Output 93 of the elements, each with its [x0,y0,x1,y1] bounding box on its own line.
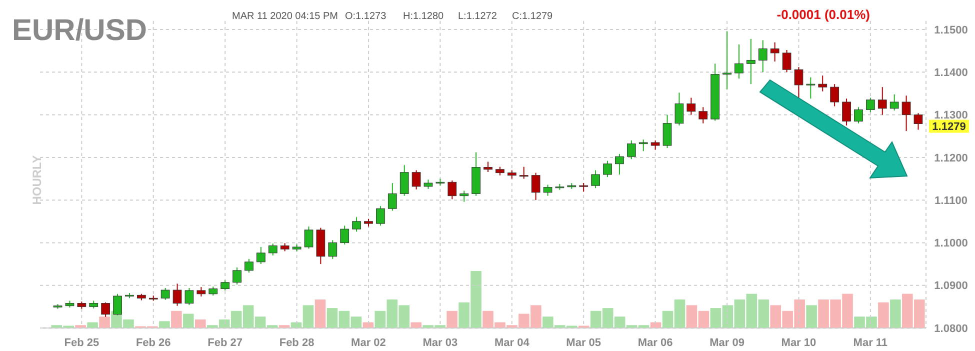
candlestick [734,44,744,80]
bar [314,300,326,328]
candlestick [698,106,708,124]
candlestick [220,280,230,291]
x-tick-label: Mar 09 [710,336,744,349]
x-tick-label: Feb 25 [64,336,100,349]
x-tick-label: Feb 27 [208,336,243,349]
bar [278,325,290,328]
y-tick-label: 1.1200 [934,152,968,164]
candlestick [794,66,804,98]
y-tick-label: 1.0900 [934,280,968,292]
candlestick [603,160,612,178]
candlestick [244,258,254,274]
y-tick-label: 1.1100 [934,194,968,207]
candlestick [184,287,194,306]
bar [159,321,170,328]
candlestick [914,112,923,130]
x-tick-label: Mar 11 [853,336,888,349]
candlestick [626,140,636,160]
candlestick [340,225,350,245]
candlestick [770,42,780,62]
x-tick-label: Mar 03 [422,336,458,349]
candlestick [878,86,887,116]
candlestick [531,172,540,201]
annotation: C:1.1279 [512,11,554,22]
candlestick [543,184,552,196]
candlestick [256,246,266,265]
bar [87,322,98,328]
candlestick [615,154,624,175]
candlestick [782,49,792,73]
bar [171,310,182,328]
bar [75,325,86,328]
bar [195,319,206,328]
annotation: -0.0001 (0.01%) [776,7,870,22]
candlestick [818,75,828,92]
y-tick-label: 1.1300 [934,110,968,122]
x-tick-label: Mar 02 [351,336,386,349]
candlestick [591,170,600,189]
chart-title: EUR/USD [12,14,148,47]
bar [806,305,817,328]
candlestick [650,140,660,150]
text: 1.1279 [932,121,966,134]
x-tick-label: Mar 06 [638,336,673,349]
candlestick [400,164,409,196]
candlestick [412,170,421,190]
candlestick [842,98,851,126]
y-tick-label: 1.0800 [934,322,968,335]
candlestick [172,283,182,306]
x-tick-label: Mar 05 [566,336,602,349]
bar [410,322,422,328]
candlestick [352,216,361,232]
bar [890,300,901,328]
bar [446,310,458,328]
candlestick [424,179,433,190]
candlestick [686,97,696,116]
candlestick [304,226,314,250]
y-tick-label: 1.1000 [934,238,968,250]
bar [878,302,889,328]
candlestick [806,76,816,100]
x-tick-label: Mar 04 [494,336,530,349]
bar [183,314,194,328]
candlestick [854,106,863,124]
annotation: L:1.1272 [458,11,498,22]
candlestick [674,92,684,126]
x-tick-label: Feb 26 [136,336,171,349]
candlestick [722,30,732,90]
y-tick-label: 1.1400 [934,67,968,80]
candlestick [460,190,469,202]
candlestick [662,114,672,149]
candlestick [519,166,528,180]
candlestick [160,287,170,300]
candlestick [448,180,457,200]
candlestick [866,97,875,113]
y-tick-label: 1.1500 [934,24,968,36]
candlestick [196,286,206,297]
candlestick [638,139,648,152]
annotation: H:1.1280 [403,11,444,22]
chart-subtitle: MAR 11 2020 04:15 PM [232,11,338,22]
bar [99,316,110,328]
x-tick-label: Feb 28 [279,336,314,349]
candlestick [268,243,278,256]
candlestick [376,206,385,226]
candlestick [388,182,397,212]
candlestick [902,95,911,132]
candlestick [890,94,899,112]
annotation: O:1.1273 [345,11,387,22]
x-tick-label: Mar 10 [781,336,816,349]
candlestick [746,38,756,85]
candlestick [484,161,492,172]
candlestick [328,240,338,260]
candlestick [758,40,768,73]
candlestick [830,84,840,107]
candlestick [232,266,242,286]
